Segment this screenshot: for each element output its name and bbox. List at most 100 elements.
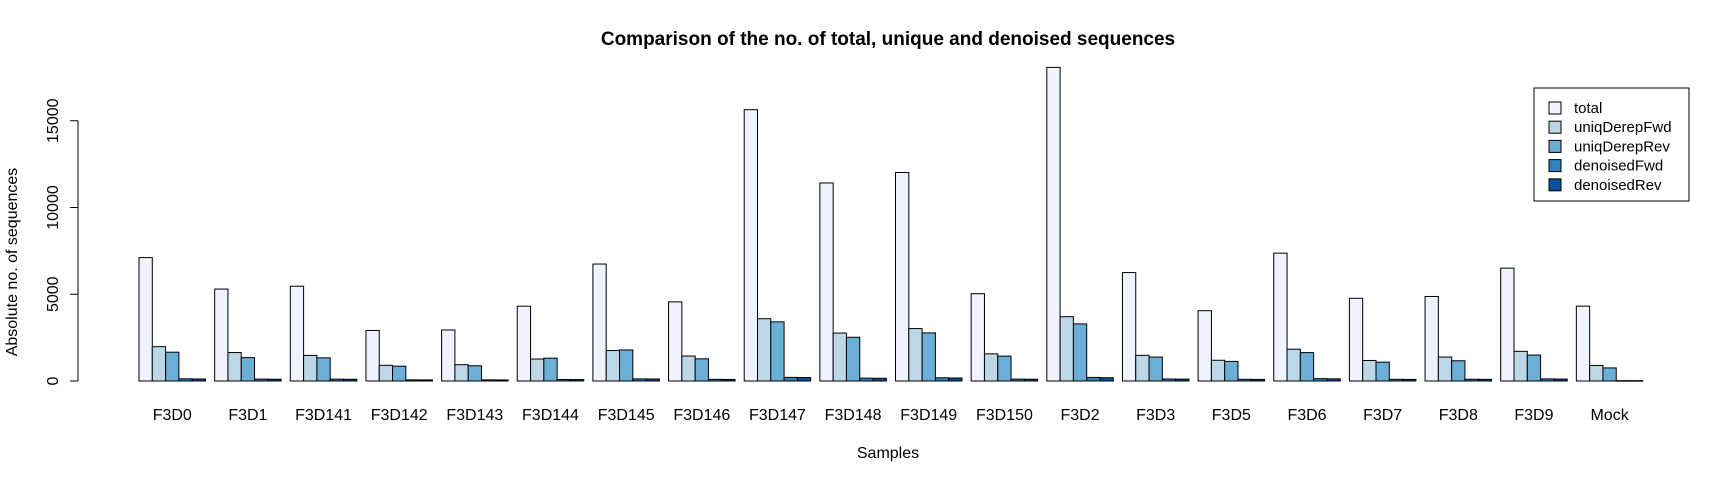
legend-swatch [1548, 159, 1562, 173]
bar-denoisedRev [1477, 378, 1493, 382]
bar-denoisedRev [494, 379, 509, 382]
bar-group-f3d146 [668, 301, 736, 382]
y-axis: 0 5000 10000 15000 [45, 98, 79, 385]
bar-uniqDerepRev [845, 336, 861, 382]
bar-total [1348, 297, 1364, 382]
x-tick-label: F3D148 [825, 407, 882, 424]
bar-group-f3d9 [1500, 267, 1568, 382]
bar-group-f3d5 [1197, 310, 1266, 382]
legend-item-denoisedRev: denoisedRev [1548, 177, 1662, 194]
bar-uniqDerepRev [1375, 361, 1390, 382]
x-tick-label: F3D147 [749, 407, 806, 424]
bar-denoisedRev [1099, 377, 1114, 382]
bar-denoisedRev [721, 378, 736, 382]
bar-denoisedFwd [254, 378, 269, 382]
bar-total [743, 109, 759, 382]
x-tick-label: F3D3 [1136, 407, 1175, 424]
legend-label: denoisedFwd [1574, 158, 1663, 175]
x-tick-label: F3D7 [1363, 407, 1402, 424]
y-tick-label: 10000 [45, 185, 62, 230]
y-tick-label: 5000 [45, 276, 62, 312]
bar-denoisedFwd [632, 378, 647, 382]
bar-total [441, 329, 456, 382]
bar-denoisedFwd [1086, 376, 1101, 382]
bar-uniqDerepFwd [1059, 316, 1074, 382]
bar-denoisedRev [1629, 380, 1644, 382]
bar-group-f3d145 [592, 263, 660, 382]
bar-total [668, 301, 683, 382]
bar-denoisedRev [1175, 378, 1190, 382]
bar-group-f3d149 [895, 171, 963, 382]
bar-denoisedFwd [707, 378, 723, 382]
legend-label: uniqDerepRev [1574, 138, 1670, 155]
bar-denoisedFwd [1237, 378, 1252, 382]
bar-uniqDerepRev [1526, 354, 1542, 382]
bar-denoisedRev [191, 378, 206, 382]
bar-total [970, 293, 985, 382]
bar-denoisedFwd [178, 378, 193, 382]
bar-uniqDerepFwd [378, 364, 394, 382]
bar-denoisedRev [872, 377, 887, 382]
bar-uniqDerepRev [997, 355, 1012, 382]
bar-group-f3d148 [819, 182, 887, 382]
bar-denoisedRev [948, 377, 963, 382]
bar-denoisedRev [1023, 378, 1039, 382]
x-tick-label: F3D9 [1514, 407, 1553, 424]
bar-total [895, 171, 910, 382]
bar-uniqDerepRev [1072, 323, 1088, 382]
legend: total uniqDerepFwd uniqDerepRev denoisedFwd… [1533, 87, 1690, 202]
bar-total [1273, 252, 1288, 382]
x-tick-label: F3D150 [976, 407, 1033, 424]
x-tick-label: F3D141 [295, 407, 352, 424]
bar-total [1046, 66, 1061, 382]
bar-uniqDerepFwd [757, 318, 772, 382]
legend-swatch [1548, 120, 1562, 134]
bar-denoisedFwd [1615, 380, 1631, 382]
bar-denoisedFwd [481, 379, 496, 382]
bar-total [1424, 295, 1439, 382]
bar-uniqDerepRev [165, 351, 180, 382]
bar-denoisedFwd [1388, 378, 1404, 382]
bar-total [365, 329, 380, 382]
bar-denoisedRev [1250, 378, 1266, 382]
bar-total [1121, 272, 1137, 382]
bar-group-f3d2 [1046, 66, 1114, 382]
bar-uniqDerepRev [240, 357, 256, 382]
legend-item-denoisedFwd: denoisedFwd [1548, 158, 1663, 175]
legend-item-total: total [1548, 100, 1602, 117]
legend-item-uniqDerepRev: uniqDerepRev [1548, 138, 1670, 155]
bar-denoisedFwd [783, 376, 798, 382]
bar-total [516, 305, 532, 382]
bar-total [138, 257, 153, 382]
bar-denoisedRev [1553, 378, 1568, 382]
x-tick-label: F3D146 [673, 407, 730, 424]
y-tick-label: 0 [45, 376, 62, 385]
bar-group-f3d8 [1424, 295, 1493, 382]
x-tick-label: F3D142 [371, 407, 428, 424]
bar-denoisedFwd [1161, 378, 1177, 382]
chart-title: Comparison of the no. of total, unique a… [601, 29, 1175, 50]
bar-denoisedFwd [1464, 378, 1479, 382]
bar-denoisedFwd [1010, 378, 1025, 382]
x-tick-label: F3D8 [1439, 407, 1478, 424]
legend-item-uniqDerepFwd: uniqDerepFwd [1548, 119, 1672, 136]
y-axis-label: Absolute no. of sequences [4, 168, 21, 357]
bar-uniqDerepRev [392, 365, 407, 382]
bar-uniqDerepFwd [1513, 350, 1528, 382]
x-axis-label: Samples [857, 445, 919, 462]
bar-denoisedRev [1326, 378, 1341, 382]
bar-uniqDerepRev [316, 357, 331, 382]
x-tick-label: F3D6 [1287, 407, 1326, 424]
legend-swatch [1548, 101, 1562, 115]
bar-uniqDerepRev [1451, 360, 1466, 382]
bar-uniqDerepFwd [908, 328, 923, 382]
legend-label: denoisedRev [1574, 177, 1662, 194]
bar-denoisedRev [343, 378, 358, 382]
bar-uniqDerepRev [1299, 352, 1315, 382]
x-tick-label: F3D149 [900, 407, 957, 424]
bar-uniqDerepFwd [303, 354, 318, 382]
bar-total [592, 263, 607, 382]
x-tick-label: F3D143 [446, 407, 503, 424]
bar-total [819, 182, 834, 382]
